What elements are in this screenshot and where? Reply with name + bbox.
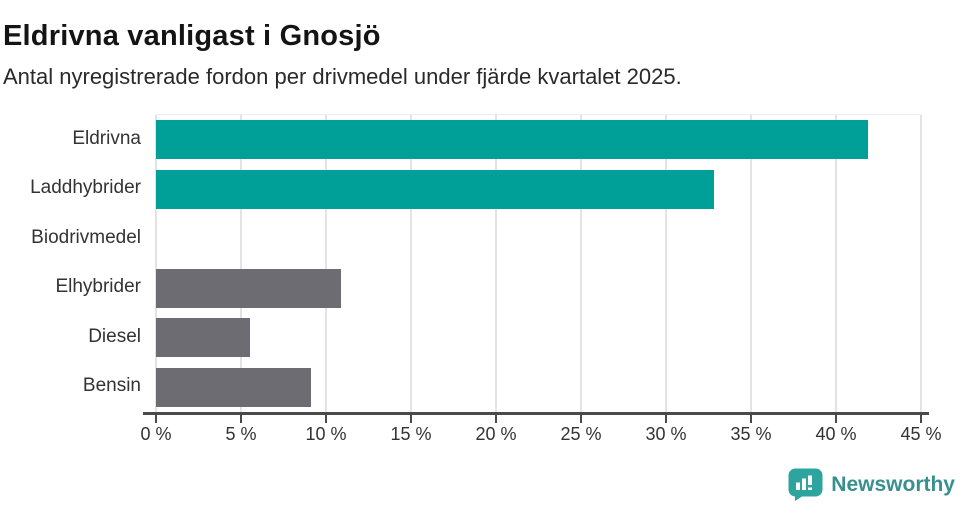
bar-diesel — [156, 318, 250, 357]
gridline — [155, 115, 157, 413]
category-label: Eldrivna — [72, 127, 141, 149]
gridline — [580, 115, 582, 413]
axis-tick — [665, 415, 667, 423]
gridline — [410, 115, 412, 413]
axis-tick — [410, 415, 412, 423]
gridline — [325, 115, 327, 413]
bar-eldrivna — [156, 120, 869, 159]
axis-tick-label: 25 % — [560, 424, 602, 444]
gridline — [495, 115, 497, 413]
category-label: Laddhybrider — [30, 177, 141, 199]
newsworthy-speech-bubble-bar-chart-icon — [788, 468, 823, 501]
axis-tick — [325, 415, 327, 423]
axis-tick — [920, 415, 922, 423]
axis-tick — [155, 415, 157, 423]
bar-row — [156, 313, 921, 363]
gridline — [665, 115, 667, 413]
category-label: Diesel — [88, 325, 141, 347]
category-label: Biodrivmedel — [31, 226, 141, 248]
gridline — [920, 115, 922, 413]
bar-laddhybrider — [156, 169, 714, 209]
chart-title: Eldrivna vanligast i Gnosjö — [3, 20, 381, 53]
axis-tick-label: 0 % — [140, 424, 172, 444]
bar-elhybrider — [156, 268, 342, 308]
axis-tick-label: 45 % — [900, 424, 942, 444]
category-axis: Eldrivna Laddhybrider Biodrivmedel Elhybrid… — [0, 114, 141, 411]
axis-tick — [835, 415, 837, 423]
axis-tick-label: 40 % — [815, 424, 857, 444]
gridline — [240, 115, 242, 413]
axis-tick — [750, 415, 752, 423]
bar-row — [156, 363, 921, 413]
newsworthy-logo: Newsworthy — [788, 468, 955, 501]
axis-tick — [495, 415, 497, 423]
gridline — [750, 115, 752, 413]
axis-tick-label: 5 % — [225, 424, 257, 444]
category-label: Elhybrider — [55, 276, 141, 298]
bar-row — [156, 115, 921, 165]
bar-row — [156, 264, 921, 314]
x-axis-line — [143, 412, 929, 415]
plot-area — [155, 114, 922, 413]
category-label: Bensin — [82, 375, 141, 397]
axis-tick — [240, 415, 242, 423]
axis-tick-label: 10 % — [305, 424, 347, 444]
bar-row — [156, 214, 921, 264]
axis-tick-label: 20 % — [475, 424, 517, 444]
bar-row — [156, 165, 921, 215]
axis-tick-label: 30 % — [645, 424, 687, 444]
axis-tick — [580, 415, 582, 423]
axis-tick-label: 35 % — [730, 424, 772, 444]
brand-name: Newsworthy — [831, 472, 955, 496]
bar-bensin — [156, 367, 311, 407]
axis-tick-label: 15 % — [390, 424, 432, 444]
chart-subtitle: Antal nyregistrerade fordon per drivmede… — [3, 64, 682, 89]
gridline — [835, 115, 837, 413]
